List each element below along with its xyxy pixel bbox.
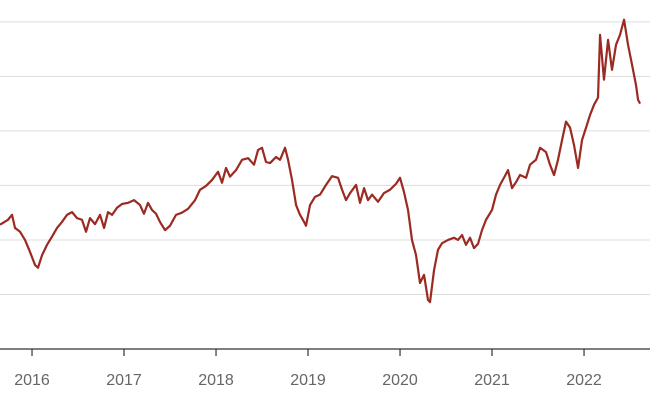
x-tick-label: 2020 <box>382 372 418 389</box>
x-tick-label: 2018 <box>198 372 234 389</box>
data-line <box>0 18 642 304</box>
x-tick-label: 2017 <box>106 372 142 389</box>
x-tick-label: 2016 <box>14 372 50 389</box>
x-tick-label: 2021 <box>474 372 510 389</box>
x-tick-label: 2022 <box>566 372 602 389</box>
x-tick-label: 2019 <box>290 372 326 389</box>
